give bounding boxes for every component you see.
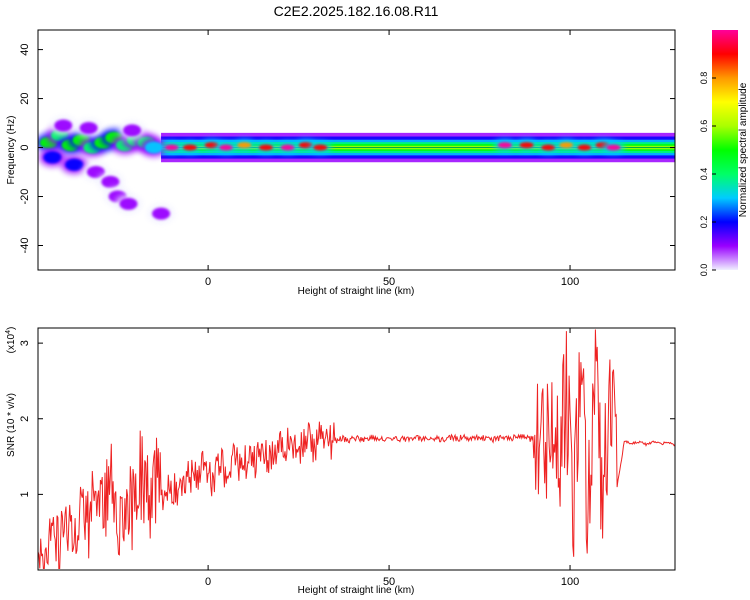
snr-y-ticks: 1 2 3: [19, 340, 675, 497]
heatmap-blob: [309, 141, 332, 154]
snr-marks: [38, 329, 675, 569]
snr-frame: [37, 327, 676, 571]
figure-title: C2E2.2025.182.16.08.R11: [274, 3, 439, 19]
snr-x-ticks: 0 50 100: [205, 328, 579, 588]
heatmap-blob: [602, 141, 625, 154]
snr-y-tick-label: 2: [19, 416, 31, 422]
colorbar-tick-label: 0.8: [699, 72, 709, 85]
heatmap-blob: [61, 155, 88, 174]
snr-panel: 0 50 100 123 Height of straight line (km) …: [5, 327, 676, 596]
colorbar-tick-label: 0.2: [699, 216, 709, 229]
heatmap-blob: [148, 204, 175, 223]
heatmap-blob: [515, 139, 538, 152]
heatmap-x-ticks: 0 50 100: [205, 30, 579, 288]
heatmap-x-tick-label: 50: [383, 276, 395, 288]
heatmap-blob: [97, 172, 124, 191]
colorbar-ticks: 0.0 0.2 0.4 0.6 0.8: [699, 72, 716, 277]
colorbar-tick-label: 0.4: [699, 168, 709, 181]
heatmap-y-tick-label: -20: [19, 189, 31, 205]
heatmap-blob: [39, 148, 66, 167]
heatmap-panel: 0 50 100 40 20 0 -20 -40 Height of straight li…: [6, 29, 676, 297]
heatmap-y-tick-label: 20: [19, 92, 31, 104]
snr-y-multiplier-exponent: 4: [5, 330, 12, 334]
heatmap-marks: [38, 116, 675, 223]
heatmap-x-tick-label: 100: [561, 276, 579, 288]
snr-y-multiplier: (x104): [5, 327, 17, 354]
snr-y-axis-label: SNR (10 * v/v): [6, 393, 17, 457]
colorbar-tick-label: 0.0: [699, 264, 709, 277]
heatmap-y-ticks: 40 20 0 -20 -40: [19, 43, 675, 253]
heatmap-blob: [75, 118, 102, 137]
heatmap-y-tick-label: -40: [19, 238, 31, 254]
snr-x-axis-label: Height of straight line (km): [298, 585, 415, 596]
heatmap-frame: [37, 29, 676, 271]
snr-x-tick-label: 50: [383, 576, 395, 588]
heatmap-x-tick-label: 0: [205, 276, 211, 288]
heatmap-y-tick-label: 0: [19, 144, 31, 150]
heatmap-blob: [140, 138, 167, 157]
snr-x-tick-label: 0: [205, 576, 211, 588]
colorbar-tick-label: 0.6: [699, 120, 709, 133]
heatmap-blob: [573, 141, 596, 154]
heatmap-x-axis-label: Height of straight line (km): [298, 286, 415, 297]
colorbar-label: Normalized spectral amplitude: [738, 82, 749, 217]
heatmap-blob: [276, 141, 299, 154]
colorbar-strip: [712, 30, 738, 270]
snr-y-multiplier-base: (x10: [6, 333, 17, 353]
heatmap-blob: [555, 139, 578, 152]
heatmap-blob: [255, 141, 278, 154]
snr-y-multiplier-close: ): [6, 327, 17, 330]
heatmap-blob: [233, 139, 256, 152]
heatmap-blob: [215, 141, 238, 154]
heatmap-blob: [537, 141, 560, 154]
snr-y-tick-label: 3: [19, 340, 31, 346]
colorbar: 0.0 0.2 0.4 0.6 0.8 Normalized spectral ampl…: [699, 30, 749, 276]
snr-series-line: [38, 329, 675, 569]
snr-y-tick-label: 1: [19, 491, 31, 497]
snr-plot-area: [38, 328, 675, 570]
heatmap-y-axis-label: Frequency (Hz): [6, 116, 17, 185]
heatmap-blob: [160, 141, 183, 154]
heatmap-blob: [119, 121, 146, 140]
heatmap-blob: [50, 116, 77, 135]
heatmap-y-tick-label: 40: [19, 43, 31, 55]
heatmap-blob: [179, 141, 202, 154]
snr-x-tick-label: 100: [561, 576, 579, 588]
heatmap-blob: [115, 194, 142, 213]
heatmap-blob: [493, 139, 516, 152]
